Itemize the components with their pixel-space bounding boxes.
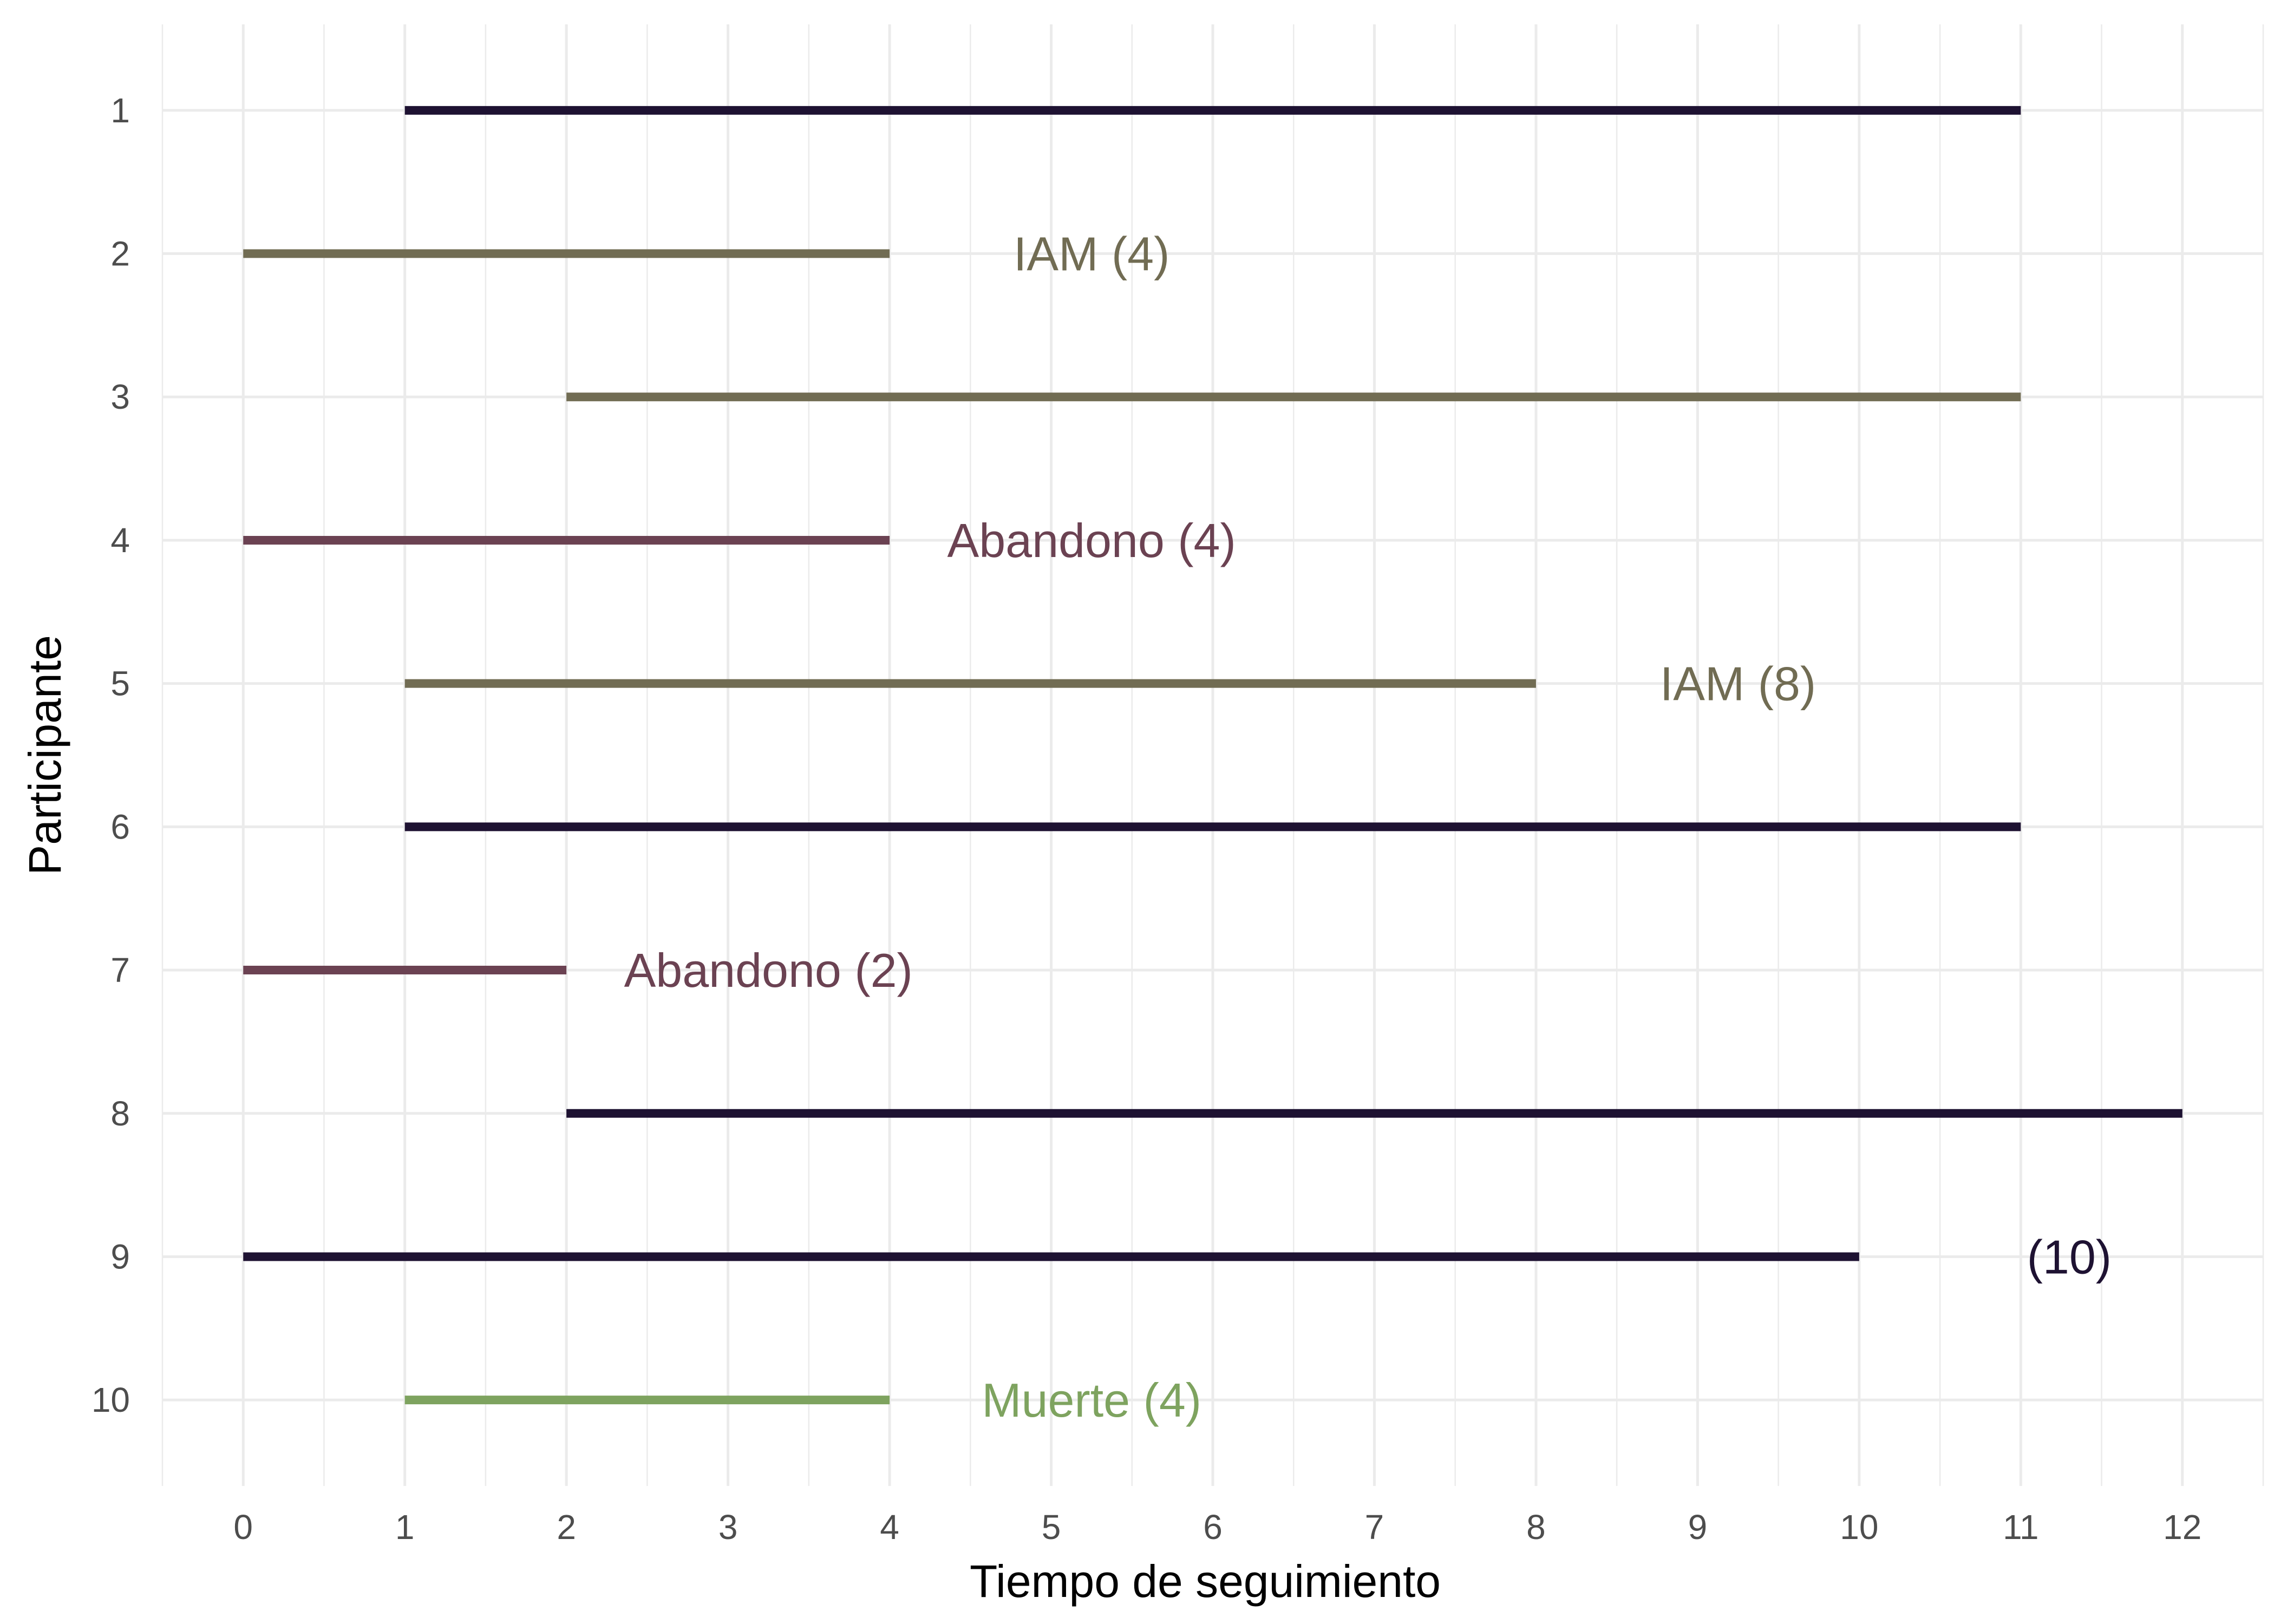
y-tick-label: 8 [110,1094,130,1133]
y-tick-label: 4 [110,521,130,560]
x-axis-title: Tiempo de seguimiento [970,1556,1441,1607]
segment-label-participant-5: IAM (8) [1660,657,1816,711]
y-tick-label: 3 [110,377,130,416]
segment-label-participant-9: (10) [2027,1230,2112,1284]
segment-label-participant-4: Abandono (4) [948,514,1236,567]
x-tick-label: 10 [1840,1508,1878,1547]
x-tick-label: 4 [880,1508,899,1547]
y-tick-label: 1 [110,91,130,130]
y-tick-label: 7 [110,951,130,990]
x-tick-label: 7 [1365,1508,1384,1547]
y-axis-title: Participante [19,635,70,875]
segment-layer [243,106,2182,1405]
segment-label-participant-10: Muerte (4) [982,1373,1201,1427]
y-tick-label: 10 [92,1380,130,1419]
x-tick-label: 3 [718,1508,738,1547]
segment-label-participant-7: Abandono (2) [624,944,913,997]
y-tick-label: 2 [110,234,130,273]
y-tick-label: 6 [110,807,130,846]
x-tick-label: 0 [233,1508,253,1547]
x-tick-label: 9 [1688,1508,1708,1547]
grid-layer [161,24,2264,1486]
x-tick-label: 5 [1042,1508,1061,1547]
y-tick-label: 9 [110,1237,130,1276]
x-tick-label: 8 [1526,1508,1546,1547]
x-tick-label: 11 [2003,1508,2038,1547]
x-tick-label: 6 [1203,1508,1223,1547]
segment-label-participant-2: IAM (4) [1014,227,1169,281]
x-tick-label: 12 [2163,1508,2201,1547]
x-tick-label: 1 [395,1508,415,1547]
label-layer: IAM (4) Abandono (4) IAM (8) Abandono (2) (1… [624,227,2112,1427]
x-tick-label: 2 [557,1508,576,1547]
y-tick-label: 5 [110,664,130,703]
